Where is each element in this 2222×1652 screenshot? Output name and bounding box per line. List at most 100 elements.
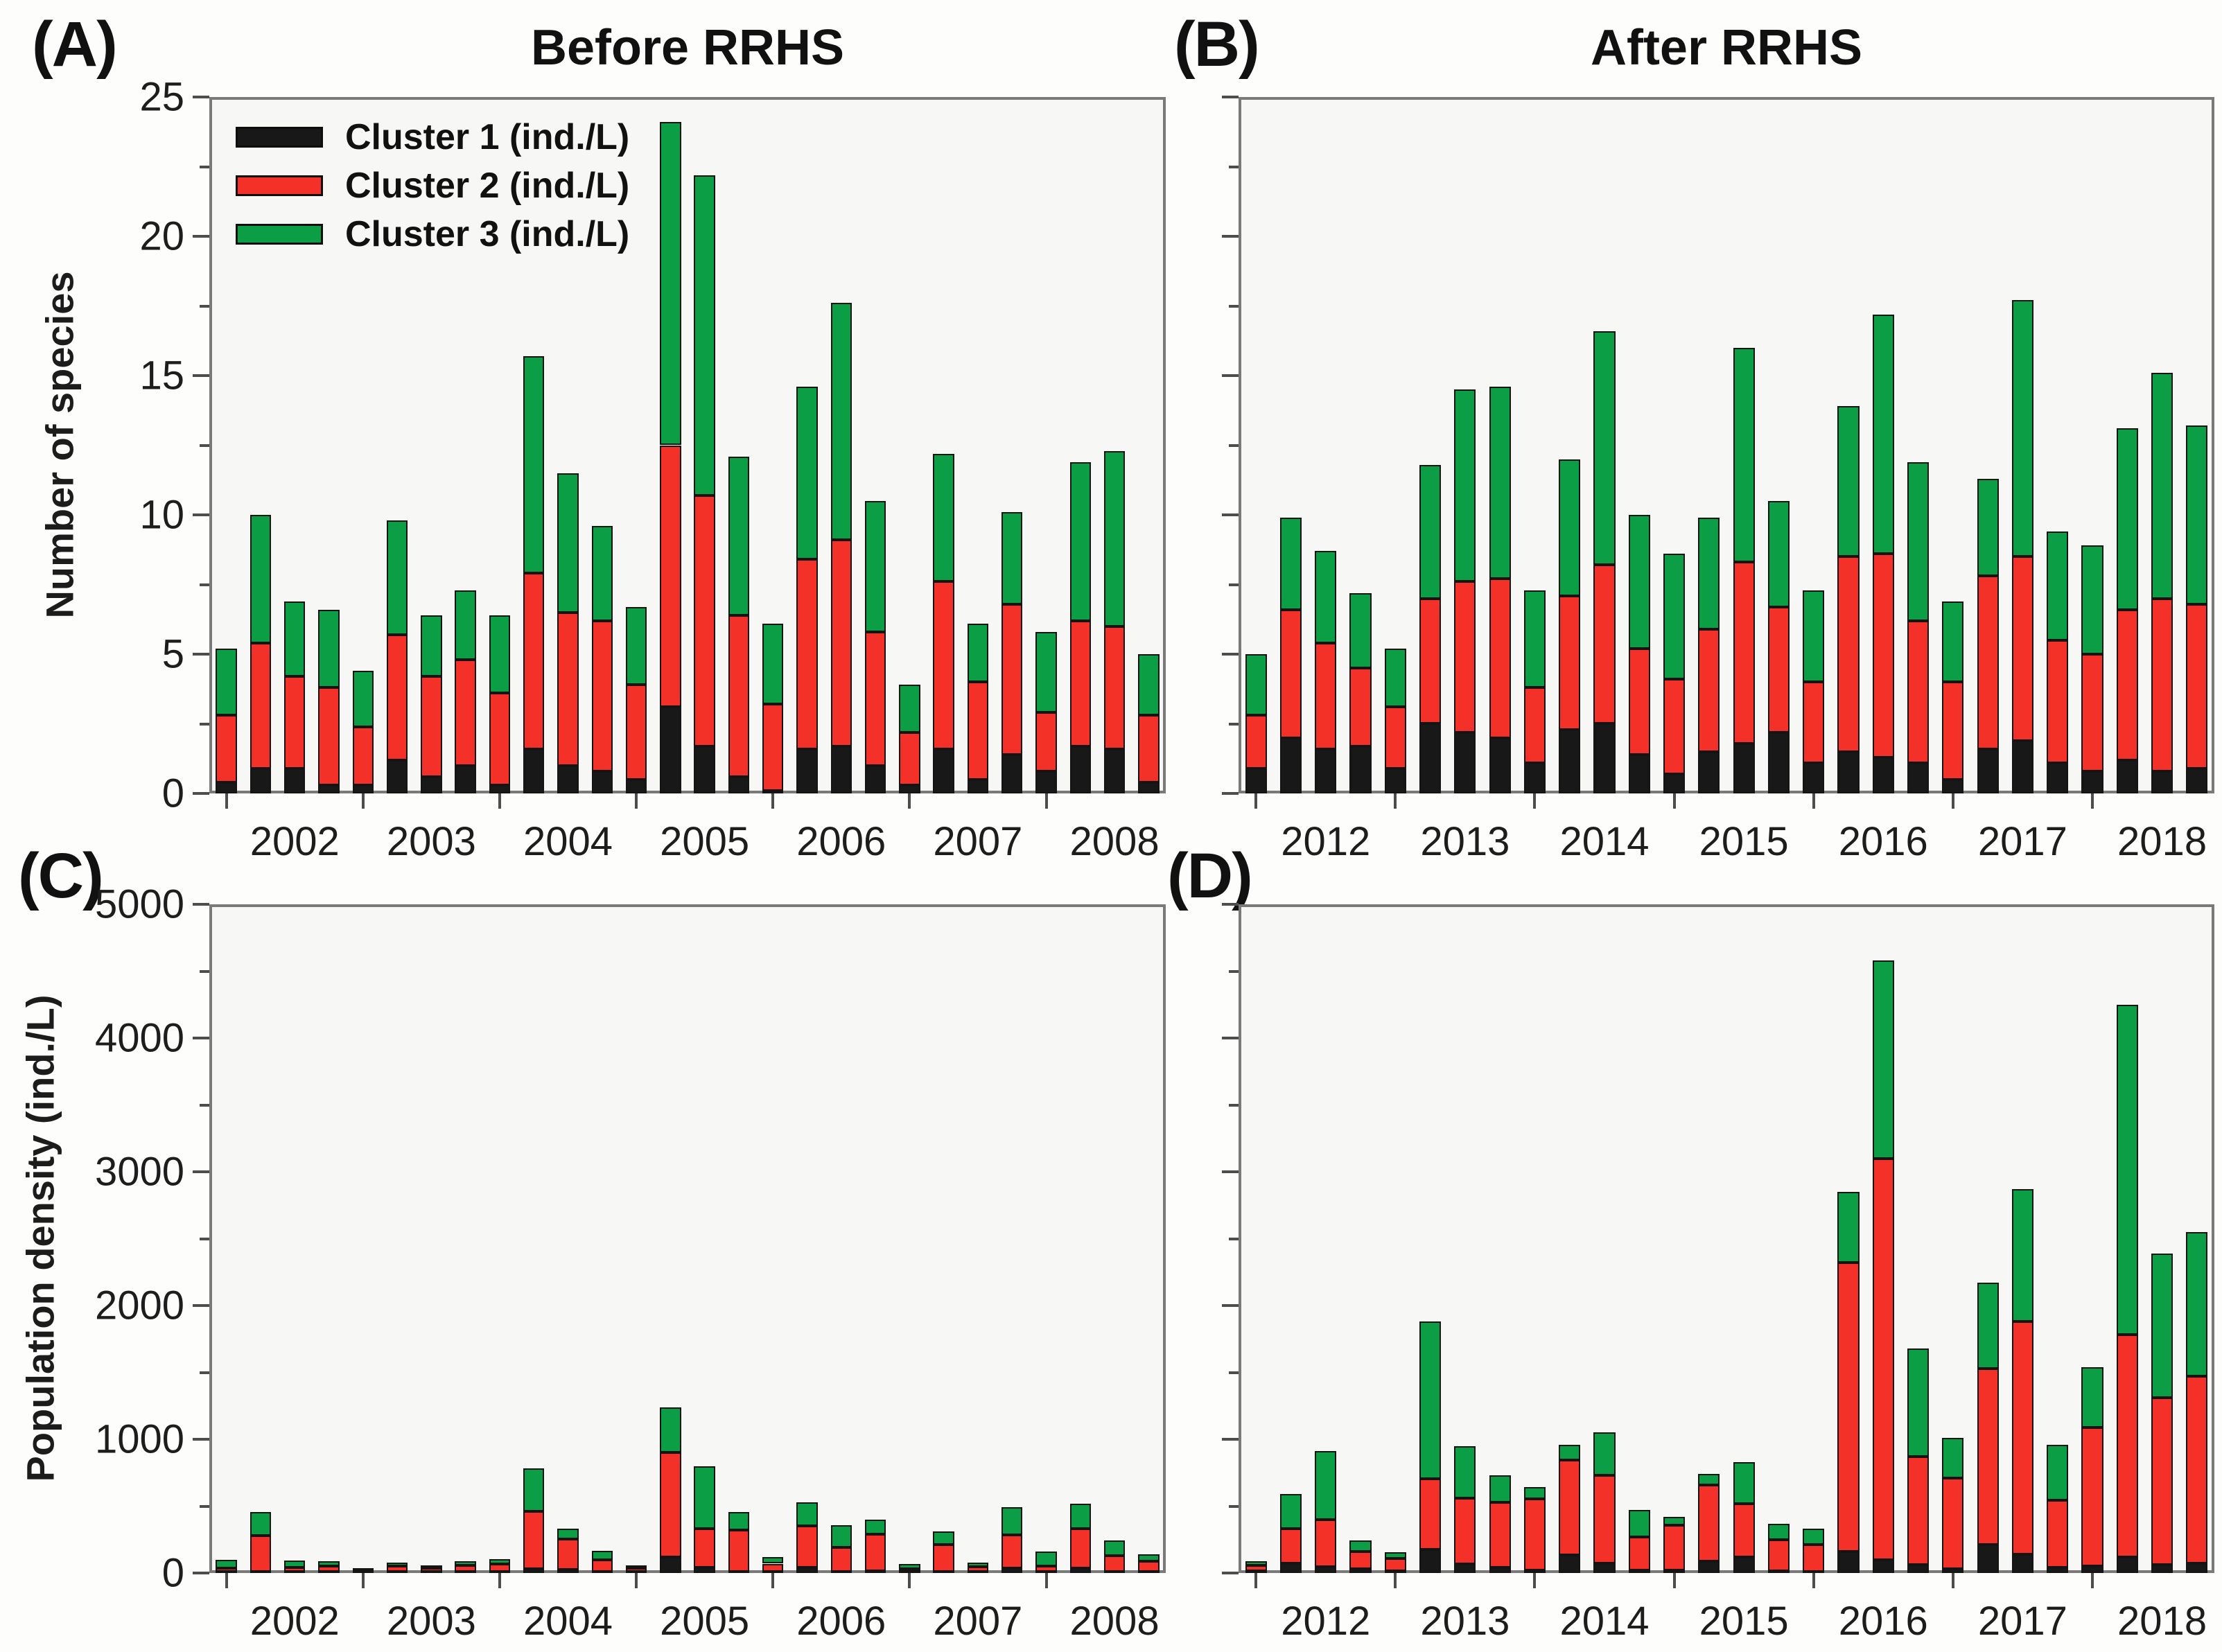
bar-segment-cluster2 — [762, 704, 784, 791]
bar-segment-cluster1 — [694, 746, 715, 793]
bar-segment-cluster3 — [455, 1561, 476, 1566]
bar-segment-cluster3 — [1733, 347, 1755, 563]
panel-a-tag: (A) — [32, 9, 118, 80]
bar-segment-cluster2 — [1837, 1263, 1860, 1552]
bar-segment-cluster1 — [762, 1570, 784, 1573]
bar-segment-cluster3 — [1103, 1540, 1126, 1556]
bar-segment-cluster1 — [625, 779, 647, 793]
bar-segment-cluster2 — [1349, 1552, 1372, 1570]
bar-segment-cluster2 — [1767, 1539, 1790, 1572]
y-axis-label-species: Number of species — [37, 271, 82, 619]
bar-segment-cluster1 — [694, 1567, 715, 1573]
bar-segment-cluster2 — [1001, 1534, 1023, 1569]
bar-segment-cluster1 — [216, 782, 237, 793]
y-tick — [193, 1438, 209, 1441]
bar-segment-cluster3 — [625, 606, 647, 685]
bar-segment-cluster2 — [2011, 556, 2033, 741]
x-tick — [1254, 793, 1258, 809]
bar-year-group-2005 — [625, 1565, 647, 1573]
bar-segment-cluster1 — [1315, 748, 1337, 793]
bar-segment-cluster3 — [1803, 590, 1825, 683]
x-tick-label-year: 2002 — [250, 1599, 340, 1644]
bar-year-group-2016 — [1837, 1191, 1860, 1573]
bar-year-group-2005 — [660, 122, 681, 793]
bar-segment-cluster3 — [1419, 464, 1442, 599]
x-tick-label-year: 2003 — [386, 819, 476, 864]
bar-segment-cluster2 — [1454, 1497, 1476, 1565]
bar-year-group-2012 — [1245, 1561, 1267, 1573]
bar-segment-cluster1 — [2186, 1563, 2208, 1573]
x-tick — [635, 793, 638, 809]
bar-segment-cluster1 — [1384, 1570, 1406, 1573]
bar-segment-cluster3 — [694, 175, 715, 495]
bar-segment-cluster2 — [830, 540, 852, 746]
bar-segment-cluster3 — [1942, 1438, 1964, 1478]
x-tick — [771, 793, 775, 809]
bar-segment-cluster2 — [1942, 682, 1964, 780]
bar-segment-cluster3 — [1767, 500, 1790, 607]
bar-segment-cluster1 — [523, 1569, 545, 1573]
bar-year-group-2004 — [591, 1551, 613, 1573]
bar-segment-cluster2 — [386, 634, 408, 760]
bar-segment-cluster3 — [1489, 1475, 1511, 1502]
bar-year-group-2007 — [933, 453, 954, 793]
bar-year-group-2007 — [967, 623, 989, 793]
x-tick-label-year: 2013 — [1420, 1599, 1510, 1644]
bar-segment-cluster1 — [864, 765, 886, 793]
y-tick — [193, 1572, 209, 1574]
bar-segment-cluster1 — [455, 1570, 476, 1573]
bar-year-group-2012 — [1279, 1494, 1302, 1573]
y-tick-label: 5000 — [94, 881, 184, 927]
bar-segment-cluster3 — [1837, 1191, 1860, 1263]
bar-segment-cluster1 — [899, 784, 920, 793]
bar-segment-cluster2 — [1559, 1459, 1581, 1555]
bar-segment-cluster3 — [1907, 462, 1930, 621]
bar-segment-cluster1 — [2186, 768, 2208, 793]
bar-segment-cluster3 — [2186, 1231, 2208, 1377]
y-tick — [1222, 1304, 1239, 1307]
bar-segment-cluster1 — [352, 1570, 374, 1573]
y-minor-tick — [1229, 304, 1239, 308]
bar-segment-cluster1 — [1315, 1567, 1337, 1573]
bar-segment-cluster1 — [386, 759, 408, 793]
bar-segment-cluster2 — [1803, 682, 1825, 763]
bar-segment-cluster1 — [1245, 1570, 1267, 1573]
bar-segment-cluster1 — [1942, 1569, 1964, 1573]
bar-segment-cluster2 — [1977, 1368, 1999, 1545]
bar-segment-cluster1 — [1663, 773, 1686, 793]
bar-year-group-2014 — [1628, 515, 1650, 793]
bar-segment-cluster3 — [591, 1551, 613, 1560]
bar-segment-cluster3 — [1384, 648, 1406, 708]
bar-segment-cluster1 — [1035, 1570, 1057, 1573]
bar-segment-cluster2 — [283, 676, 306, 768]
bar-segment-cluster3 — [762, 623, 784, 705]
bar-year-group-2014 — [1593, 331, 1616, 793]
y-tick-label: 3000 — [94, 1149, 184, 1195]
bar-year-group-2004 — [557, 473, 579, 793]
y-tick-label: 15 — [139, 353, 184, 398]
bar-segment-cluster2 — [523, 573, 545, 749]
bar-segment-cluster2 — [1628, 648, 1650, 755]
y-minor-tick — [200, 1103, 209, 1107]
bar-segment-cluster1 — [625, 1570, 647, 1573]
y-tick — [193, 235, 209, 238]
bar-segment-cluster1 — [1907, 762, 1930, 793]
bar-segment-cluster3 — [1872, 314, 1894, 554]
bar-segment-cluster1 — [2047, 762, 2069, 793]
bar-segment-cluster3 — [830, 303, 852, 541]
bar-year-group-2002 — [283, 1560, 306, 1573]
bar-segment-cluster1 — [2151, 771, 2173, 793]
bar-year-group-2015 — [1698, 518, 1720, 793]
bar-segment-cluster2 — [455, 660, 476, 766]
bar-segment-cluster3 — [1559, 1444, 1581, 1460]
y-minor-tick — [200, 722, 209, 726]
bar-segment-cluster1 — [557, 765, 579, 793]
x-tick-label-year: 2014 — [1559, 819, 1650, 864]
bar-segment-cluster3 — [1907, 1348, 1930, 1457]
bar-segment-cluster3 — [2151, 1253, 2173, 1398]
bar-segment-cluster3 — [489, 615, 511, 694]
y-tick — [193, 1037, 209, 1039]
x-tick — [225, 1573, 228, 1588]
bar-segment-cluster2 — [1001, 604, 1023, 755]
bar-segment-cluster1 — [1279, 737, 1302, 793]
